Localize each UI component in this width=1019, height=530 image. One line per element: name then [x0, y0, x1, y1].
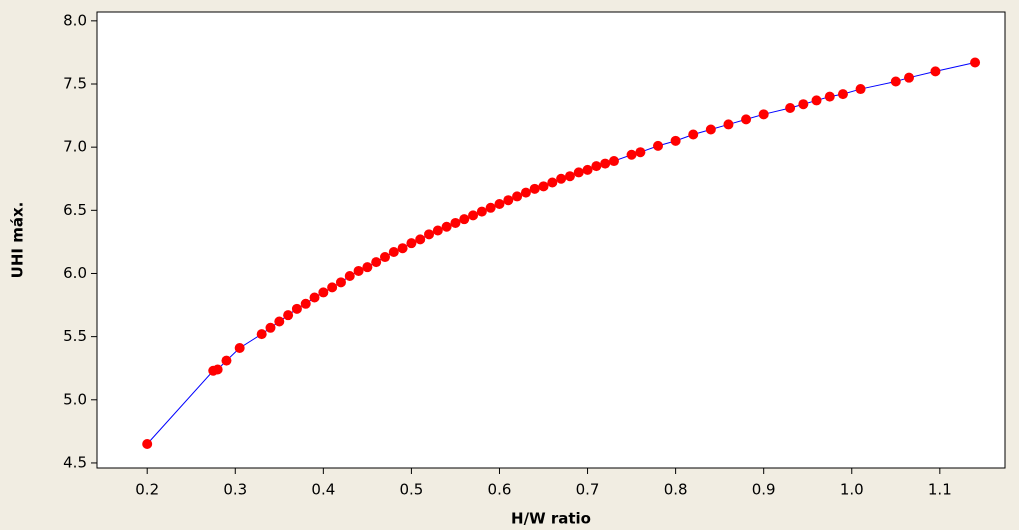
point	[723, 119, 734, 130]
point	[406, 238, 417, 249]
point	[318, 287, 329, 298]
y-tick-label: 7.5	[63, 75, 87, 93]
y-tick-label: 7.0	[63, 138, 87, 156]
x-axis-label: H/W ratio	[511, 510, 591, 528]
x-tick-label: 0.2	[135, 481, 159, 499]
point	[300, 298, 311, 309]
point	[556, 173, 567, 184]
x-tick-label: 0.6	[488, 481, 512, 499]
point	[291, 303, 302, 314]
point	[265, 322, 276, 333]
point	[855, 84, 866, 95]
point	[441, 221, 452, 232]
point	[503, 195, 514, 206]
point	[688, 129, 699, 140]
point	[256, 329, 267, 340]
point	[415, 234, 426, 245]
point	[573, 167, 584, 178]
point	[705, 124, 716, 135]
point	[608, 156, 619, 167]
point	[459, 214, 470, 225]
x-tick-label: 0.7	[576, 481, 600, 499]
point	[824, 91, 835, 102]
x-tick-label: 1.1	[928, 481, 952, 499]
point	[379, 252, 390, 263]
point	[626, 149, 637, 160]
point	[388, 247, 399, 257]
y-tick-label: 8.0	[63, 11, 87, 29]
point	[450, 217, 461, 228]
point	[212, 364, 223, 375]
point	[274, 316, 285, 327]
x-tick-label: 0.9	[752, 481, 776, 499]
point	[635, 147, 646, 158]
point	[600, 158, 611, 169]
point	[582, 164, 593, 175]
point	[798, 99, 809, 110]
y-axis-label: UHI máx.	[9, 202, 27, 279]
y-tick-label: 5.5	[63, 327, 87, 345]
point	[353, 265, 364, 276]
point	[468, 210, 479, 221]
point	[221, 355, 232, 366]
point	[371, 257, 382, 268]
x-tick-label: 1.0	[840, 481, 864, 499]
point	[591, 161, 602, 172]
point	[424, 229, 435, 240]
point	[811, 95, 822, 106]
point	[283, 310, 294, 321]
point	[397, 243, 408, 254]
point	[741, 114, 752, 125]
point	[520, 187, 531, 198]
point	[547, 177, 558, 188]
x-tick-label: 0.8	[664, 481, 688, 499]
y-tick-label: 4.5	[63, 453, 87, 471]
point	[653, 140, 664, 151]
point	[970, 57, 981, 68]
point	[485, 202, 496, 213]
point	[494, 199, 505, 209]
x-tick-label: 0.5	[399, 481, 423, 499]
y-tick-label: 6.0	[63, 264, 87, 282]
point	[904, 72, 915, 83]
point	[234, 343, 245, 353]
point	[837, 89, 848, 100]
point	[476, 206, 487, 217]
point	[890, 76, 901, 87]
plot-area	[96, 11, 1006, 469]
point	[785, 103, 796, 113]
point	[309, 292, 320, 303]
point	[335, 277, 346, 288]
point	[327, 282, 338, 293]
point	[362, 262, 373, 273]
point	[142, 439, 153, 449]
y-tick-label: 5.0	[63, 390, 87, 408]
point	[529, 183, 540, 194]
x-tick-label: 0.3	[223, 481, 247, 499]
y-tick-label: 6.5	[63, 201, 87, 219]
point	[512, 191, 523, 202]
point	[344, 271, 355, 281]
point	[564, 171, 575, 182]
point	[930, 66, 941, 77]
point	[538, 181, 549, 192]
x-tick-label: 0.4	[311, 481, 335, 499]
point	[758, 109, 769, 120]
point	[432, 225, 443, 236]
point	[670, 135, 681, 146]
